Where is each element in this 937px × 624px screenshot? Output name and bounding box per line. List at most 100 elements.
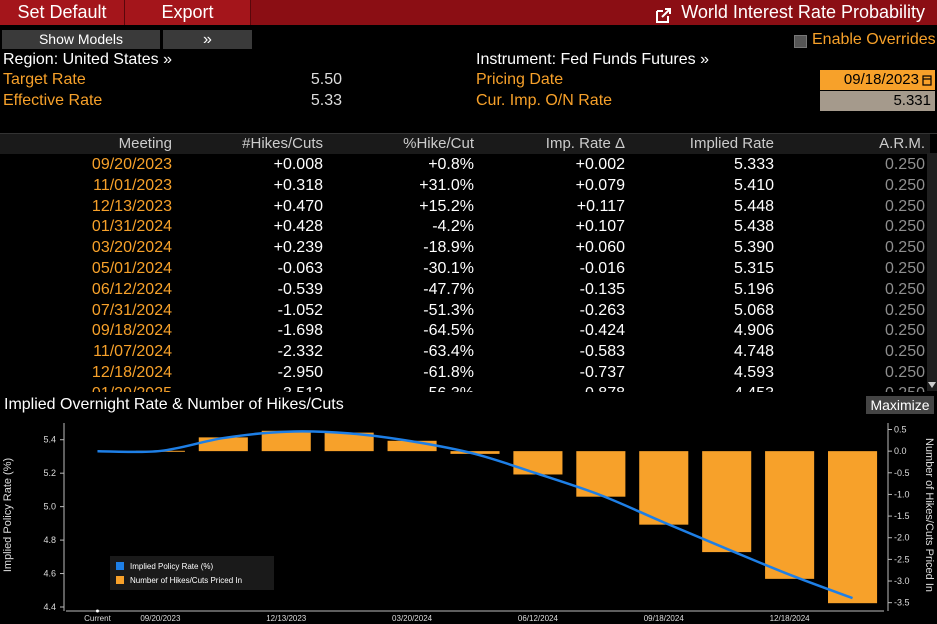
table-row[interactable]: 09/20/2023 +0.008 +0.8% +0.002 5.333 0.250: [0, 154, 930, 175]
x-tick-label: 09/18/2024: [644, 614, 685, 623]
table-row[interactable]: 12/13/2023 +0.470 +15.2% +0.117 5.448 0.250: [0, 196, 930, 217]
cell-hikes-cuts: +0.428: [273, 218, 323, 236]
legend-swatch-hikes-cuts: [116, 576, 124, 584]
cell-hikes-cuts: -1.698: [277, 322, 323, 340]
cur-imp-rate-label: Cur. Imp. O/N Rate: [476, 92, 613, 109]
table-row[interactable]: 07/31/2024 -1.052 -51.3% -0.263 5.068 0.250: [0, 300, 930, 321]
col-header-implied-rate[interactable]: Implied Rate: [689, 135, 774, 152]
y2-tick-label: -3.5: [894, 598, 910, 608]
table-row[interactable]: 01/31/2024 +0.428 -4.2% +0.107 5.438 0.250: [0, 216, 930, 237]
target-rate-value: 5.50: [310, 71, 342, 88]
table-row[interactable]: 09/18/2024 -1.698 -64.5% -0.424 4.906 0.250: [0, 320, 930, 341]
cell-imp-rate-delta: -0.424: [579, 322, 625, 340]
legend-box: [110, 556, 274, 590]
y-axis-label: Implied Policy Rate (%): [2, 458, 14, 572]
cell-meeting: 09/18/2024: [91, 322, 172, 340]
cell-arm: 0.250: [884, 239, 925, 257]
cell-meeting: 05/01/2024: [91, 260, 172, 277]
table-row[interactable]: 06/12/2024 -0.539 -47.7% -0.135 5.196 0.250: [0, 279, 930, 300]
scroll-down-icon[interactable]: [928, 382, 936, 388]
external-link-icon[interactable]: [656, 5, 672, 23]
x-tick-label: 12/13/2023: [266, 614, 307, 623]
pricing-date-label: Pricing Date: [476, 71, 564, 88]
cell-imp-rate-delta: +0.117: [576, 197, 625, 215]
cell-meeting: 07/31/2024: [91, 301, 172, 319]
effective-rate-value: 5.33: [310, 92, 342, 109]
cur-imp-rate-field[interactable]: 5.331: [820, 91, 935, 111]
cell-meeting: 11/01/2023: [93, 176, 172, 194]
col-header-arm[interactable]: A.R.M.: [879, 135, 925, 152]
y2-tick-label: -0.5: [894, 468, 910, 478]
enable-overrides-checkbox[interactable]: [794, 35, 807, 48]
cell-hikes-cuts: -2.332: [277, 343, 323, 361]
cell-arm: 0.250: [884, 280, 925, 298]
region-selector[interactable]: Region: United States »: [3, 51, 172, 68]
instrument-selector[interactable]: Instrument: Fed Funds Futures »: [476, 51, 709, 68]
bar-hikes-cuts: [261, 430, 311, 452]
table-row[interactable]: 01/29/2025-3.512-56.3%-0.8784.4530.250: [0, 383, 930, 392]
bar-hikes-cuts: [702, 451, 752, 553]
table-row[interactable]: 05/01/2024 -0.063 -30.1% -0.016 5.315 0.250: [0, 258, 930, 279]
cell-imp-rate-delta: +0.060: [575, 239, 625, 257]
cell-hikes-cuts: -2.950: [277, 364, 323, 381]
table-row[interactable]: 11/07/2024 -2.332 -63.4% -0.583 4.748 0.250: [0, 341, 930, 362]
cell-pct-hike-cut: -61.8%: [423, 364, 474, 381]
table-row[interactable]: 11/01/2023 +0.318 +31.0% +0.079 5.410 0.250: [0, 175, 930, 196]
cell-hikes-cuts: +0.008: [273, 156, 323, 173]
y-tick-label: 4.4: [43, 602, 56, 612]
show-models-button[interactable]: Show Models: [2, 30, 160, 49]
chart-title: Implied Overnight Rate & Number of Hikes…: [4, 396, 344, 413]
cell-meeting: 06/12/2024: [91, 280, 172, 298]
col-header-meeting[interactable]: Meeting: [118, 135, 172, 152]
y2-tick-label: -3.0: [894, 576, 910, 586]
y2-tick-label: -1.5: [894, 511, 910, 521]
y-tick-label: 4.8: [43, 535, 56, 545]
cell-imp-rate-delta: +0.002: [575, 156, 625, 173]
maximize-button[interactable]: Maximize: [866, 396, 934, 414]
x-tick-label: 09/20/2023: [140, 614, 181, 623]
cell-imp-rate-delta: -0.737: [579, 364, 625, 381]
cell-pct-hike-cut: +0.8%: [428, 156, 474, 173]
y2-tick-label: 0.0: [894, 446, 907, 456]
x-tick-label: 06/12/2024: [518, 614, 559, 623]
cell-implied-rate: 5.438: [733, 218, 774, 236]
col-header-hikes-cuts[interactable]: #Hikes/Cuts: [242, 135, 323, 152]
series-line-implied-rate: [97, 430, 853, 600]
cell-meeting: 01/29/2025: [0, 383, 172, 392]
table-row[interactable]: 03/20/2024 +0.239 -18.9% +0.060 5.390 0.250: [0, 237, 930, 258]
y-tick-label: 5.2: [43, 468, 56, 478]
cell-implied-rate: 4.453: [625, 383, 774, 392]
bar-hikes-cuts: [639, 451, 689, 525]
col-header-pct-hike-cut[interactable]: %Hike/Cut: [403, 135, 474, 152]
cell-pct-hike-cut: -51.3%: [423, 301, 474, 319]
bar-hikes-cuts: [198, 437, 248, 452]
cell-imp-rate-delta: -0.583: [579, 343, 625, 361]
export-button[interactable]: Export: [125, 0, 251, 25]
cell-arm: 0.250: [884, 197, 925, 215]
window-title-text: World Interest Rate Probability: [681, 2, 925, 22]
bar-hikes-cuts: [387, 440, 437, 452]
cell-implied-rate: 5.448: [733, 197, 774, 215]
cell-pct-hike-cut: +31.0%: [419, 176, 474, 194]
bar-hikes-cuts: [827, 451, 878, 604]
col-header-imp-rate-delta[interactable]: Imp. Rate Δ: [545, 135, 625, 152]
cell-implied-rate: 5.315: [733, 260, 774, 277]
set-default-button[interactable]: Set Default: [0, 0, 125, 25]
pricing-date-field[interactable]: 09/18/2023: [820, 70, 935, 90]
table-scrollbar[interactable]: [927, 153, 937, 391]
x-tick-label: 12/18/2024: [770, 614, 811, 623]
bar-hikes-cuts: [513, 451, 563, 475]
cell-pct-hike-cut: -30.1%: [423, 260, 474, 277]
more-button[interactable]: »: [163, 30, 252, 49]
cell-hikes-cuts: +0.239: [273, 239, 323, 257]
calendar-icon[interactable]: [922, 74, 932, 86]
meeting-table: Meeting #Hikes/Cuts %Hike/Cut Imp. Rate …: [0, 133, 937, 392]
cell-pct-hike-cut: -63.4%: [423, 343, 474, 361]
cell-implied-rate: 4.593: [733, 364, 774, 381]
table-row[interactable]: 12/18/2024 -2.950 -61.8% -0.737 4.593 0.250: [0, 362, 930, 383]
cell-implied-rate: 4.906: [733, 322, 774, 340]
cell-implied-rate: 4.748: [733, 343, 774, 361]
cell-meeting: 11/07/2024: [93, 343, 172, 361]
cell-meeting: 09/20/2023: [91, 156, 172, 173]
cell-imp-rate-delta: -0.016: [579, 260, 625, 277]
